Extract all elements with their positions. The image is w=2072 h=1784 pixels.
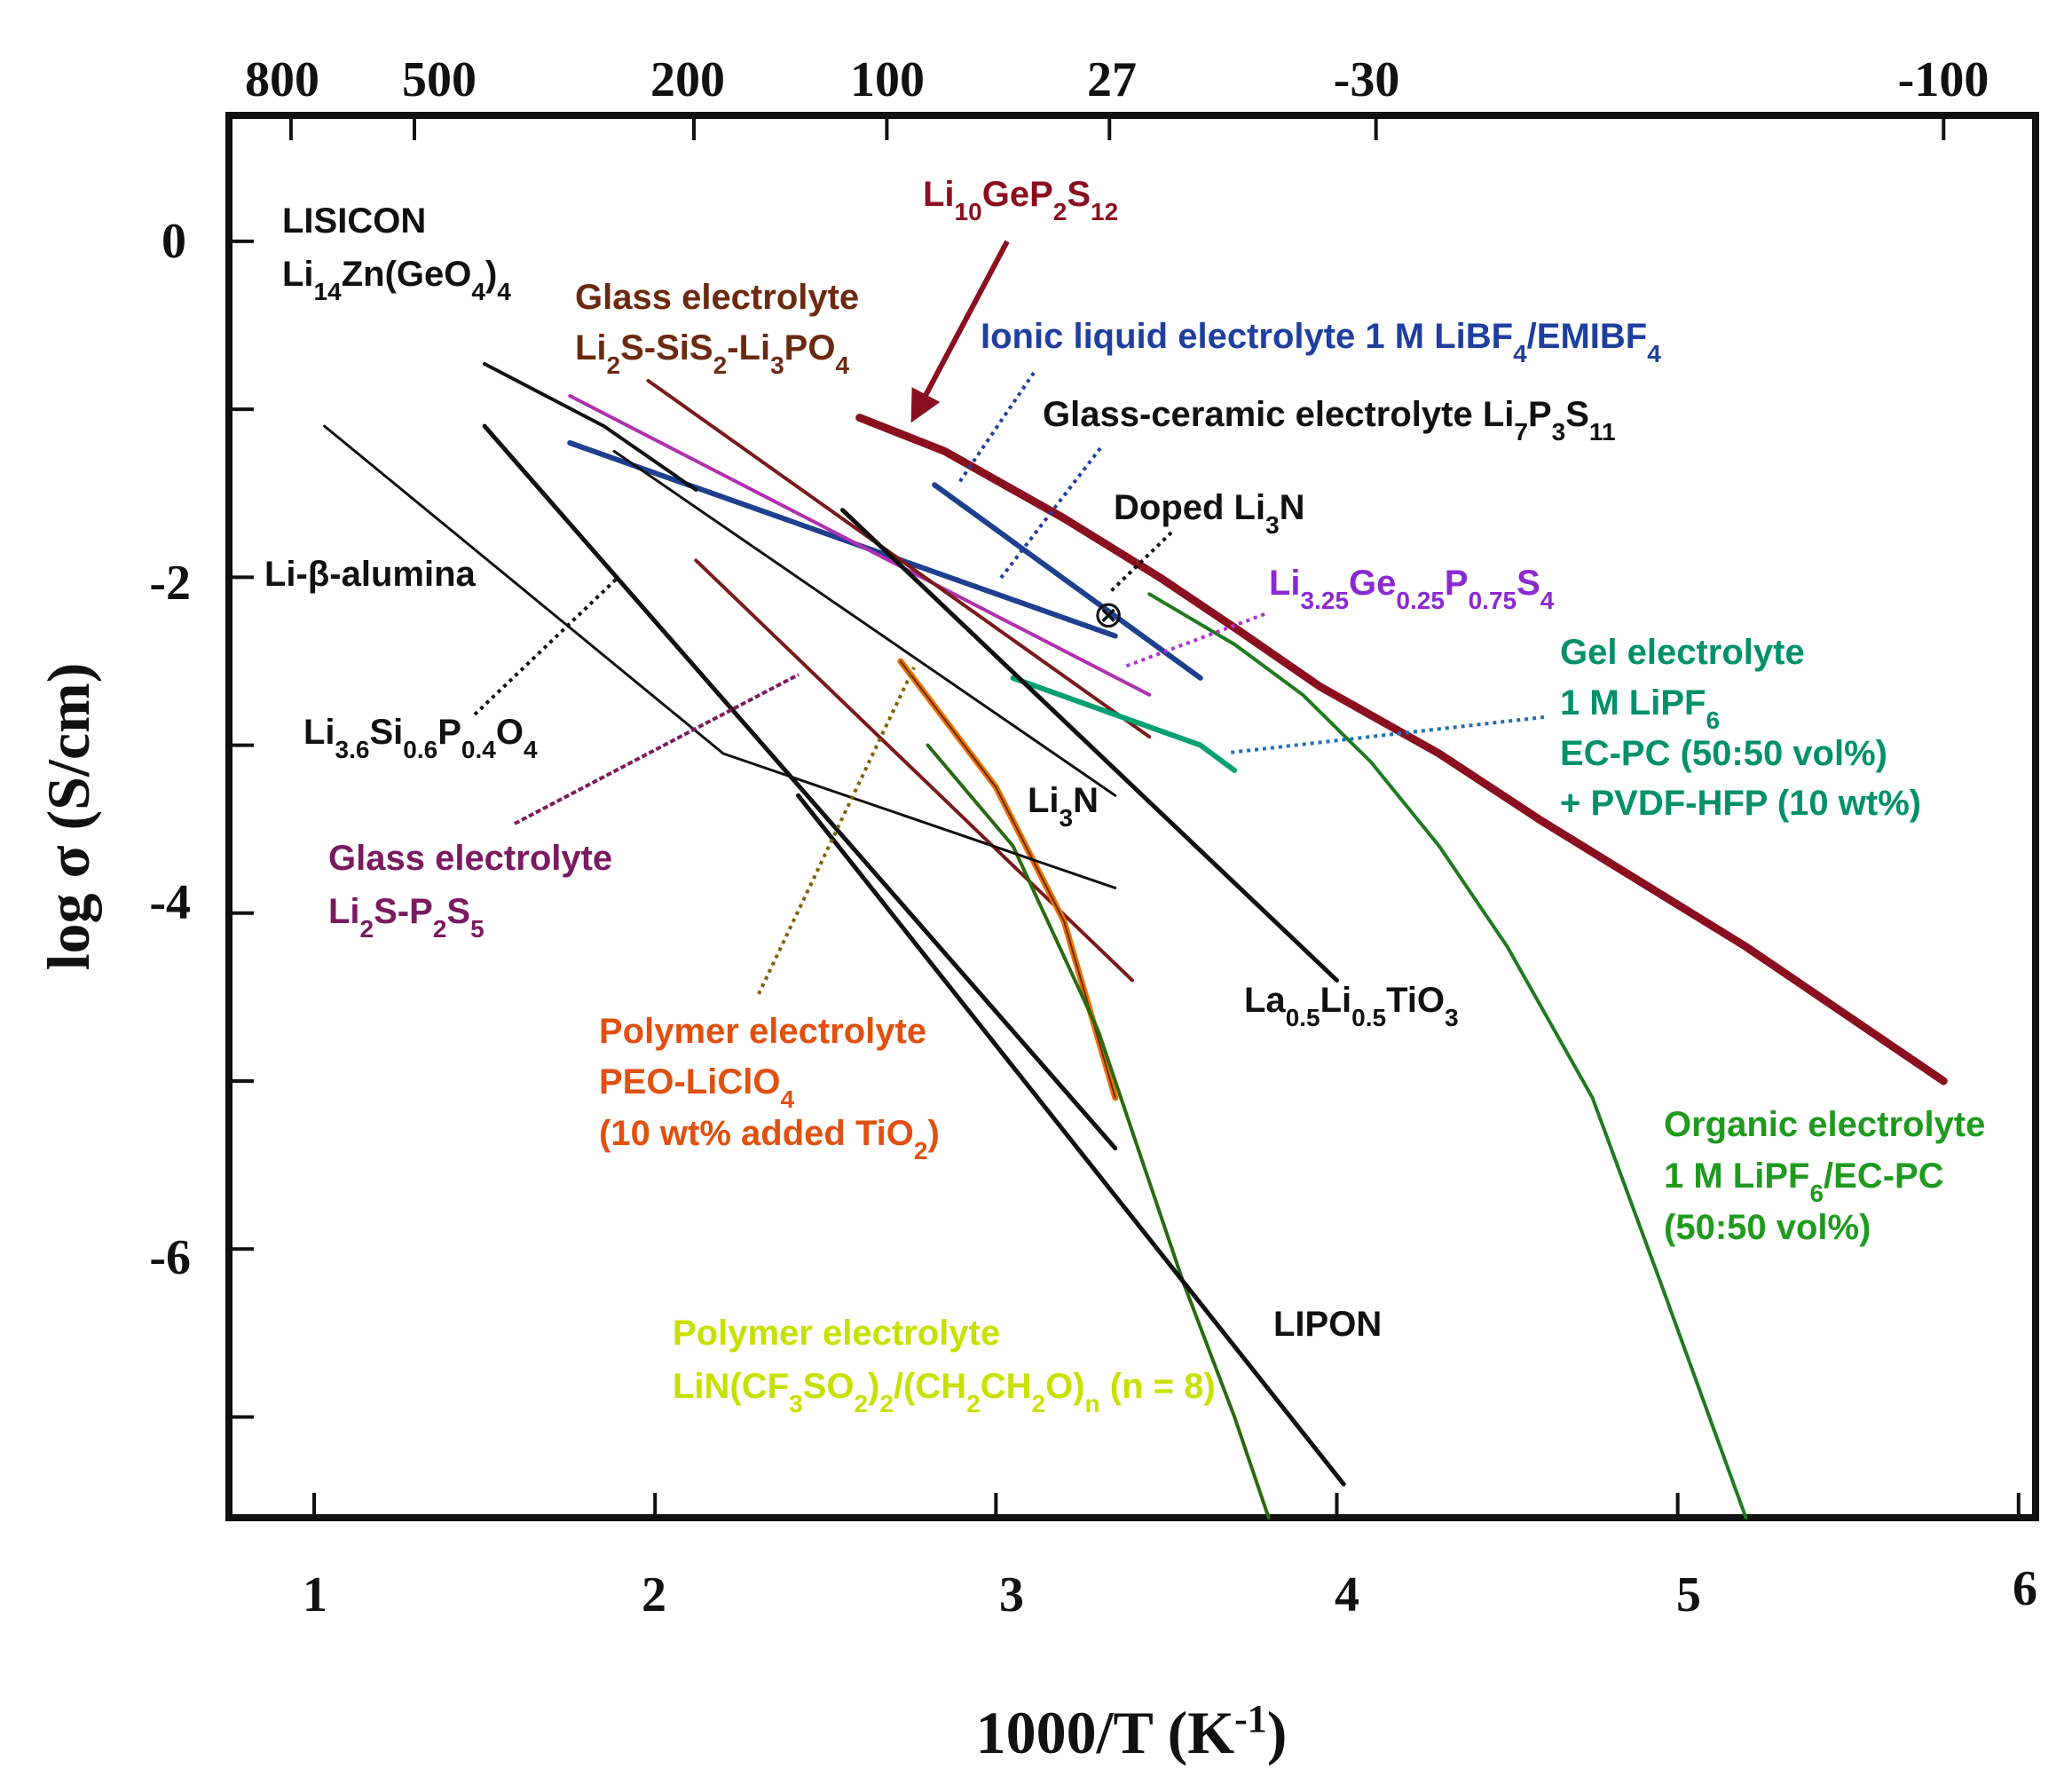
top-tick-label-800: 800 xyxy=(245,52,319,107)
x-top-labels: 800 500 200 100 27 -30 -100 xyxy=(245,52,1989,107)
x-tick-label-5: 5 xyxy=(1676,1567,1701,1622)
leader-lines xyxy=(473,371,1545,995)
y-axis-ticks xyxy=(229,239,254,1419)
series-layer xyxy=(323,362,1948,1520)
label-gel-line3: EC-PC (50:50 vol%) xyxy=(1560,734,1887,773)
leader-gel xyxy=(1228,715,1545,754)
li10gep2s12-arrow xyxy=(910,240,1010,423)
label-li-beta-alumina: Li-β-alumina xyxy=(264,555,477,594)
label-glass-sis2: Glass electrolyte xyxy=(575,278,859,317)
top-tick-label-m30: -30 xyxy=(1334,52,1400,107)
top-tick-label-100: 100 xyxy=(850,52,925,107)
y-labels: 0 -2 -4 -6 xyxy=(149,214,191,1285)
x-axis-title: 1000/T (K-1) xyxy=(976,1697,1288,1767)
label-lisicon: LISICON xyxy=(282,201,426,241)
series-line-0 xyxy=(855,414,1948,1085)
doped-li3n-marker: ⊗ xyxy=(1093,592,1124,635)
series-line-13 xyxy=(482,423,1118,1151)
y-tick-label-m4: -4 xyxy=(149,875,191,930)
series-line-5 xyxy=(646,379,1152,739)
label-organic: Organic electrolyte xyxy=(1664,1105,1985,1144)
leader-ionic-liquid xyxy=(957,371,1036,485)
label-lipon: LIPON xyxy=(1273,1305,1382,1344)
series-line-3 xyxy=(567,440,1118,639)
x-tick-label-1: 1 xyxy=(303,1567,327,1622)
x-axis-top-ticks xyxy=(288,115,1946,140)
label-gel-line4: + PVDF-HFP (10 wt%) xyxy=(1560,784,1921,823)
series-line-10 xyxy=(926,743,1271,1520)
label-polymer-peo: Polymer electrolyte xyxy=(599,1012,926,1051)
series-line-4 xyxy=(568,394,1152,697)
top-tick-label-m100: -100 xyxy=(1898,52,1989,107)
top-tick-label-500: 500 xyxy=(402,52,477,107)
series-line-6 xyxy=(1010,675,1238,773)
leader-li325 xyxy=(1122,612,1265,669)
x-tick-label-2: 2 xyxy=(642,1567,666,1622)
series-line-12 xyxy=(323,424,1117,889)
y-axis-title: log σ (S/cm) xyxy=(35,663,102,971)
x-tick-label-4: 4 xyxy=(1335,1567,1359,1622)
plot-frame xyxy=(225,112,2039,1521)
x-tick-label-3: 3 xyxy=(999,1567,1024,1622)
series-line-11 xyxy=(483,362,698,492)
series-line-14 xyxy=(796,793,1346,1487)
x-bottom-labels: 1 2 3 4 5 6 xyxy=(303,1561,2037,1622)
y-tick-label-m2: -2 xyxy=(149,556,191,611)
series-line-1 xyxy=(1147,592,1748,1520)
label-polymer-lin: Polymer electrolyte xyxy=(673,1314,1000,1353)
series-line-16 xyxy=(840,508,1339,983)
top-tick-label-200: 200 xyxy=(650,52,725,107)
x-tick-label-6: 6 xyxy=(2013,1561,2037,1616)
series-line-15 xyxy=(612,449,1117,797)
leader-doped-li3n xyxy=(1107,531,1173,595)
y-tick-label-m6: -6 xyxy=(149,1230,191,1285)
top-tick-label-27: 27 xyxy=(1087,52,1137,107)
label-gel: Gel electrolyte xyxy=(1560,633,1805,672)
label-glass-p2s5: Glass electrolyte xyxy=(328,839,612,878)
series-line-2 xyxy=(932,482,1203,681)
y-tick-label-0: 0 xyxy=(162,214,186,269)
leader-glass-p2s5 xyxy=(514,673,800,825)
x-axis-bottom-ticks xyxy=(312,1493,2021,1518)
leader-li36 xyxy=(473,577,618,716)
label-organic-line3: (50:50 vol%) xyxy=(1664,1208,1871,1247)
